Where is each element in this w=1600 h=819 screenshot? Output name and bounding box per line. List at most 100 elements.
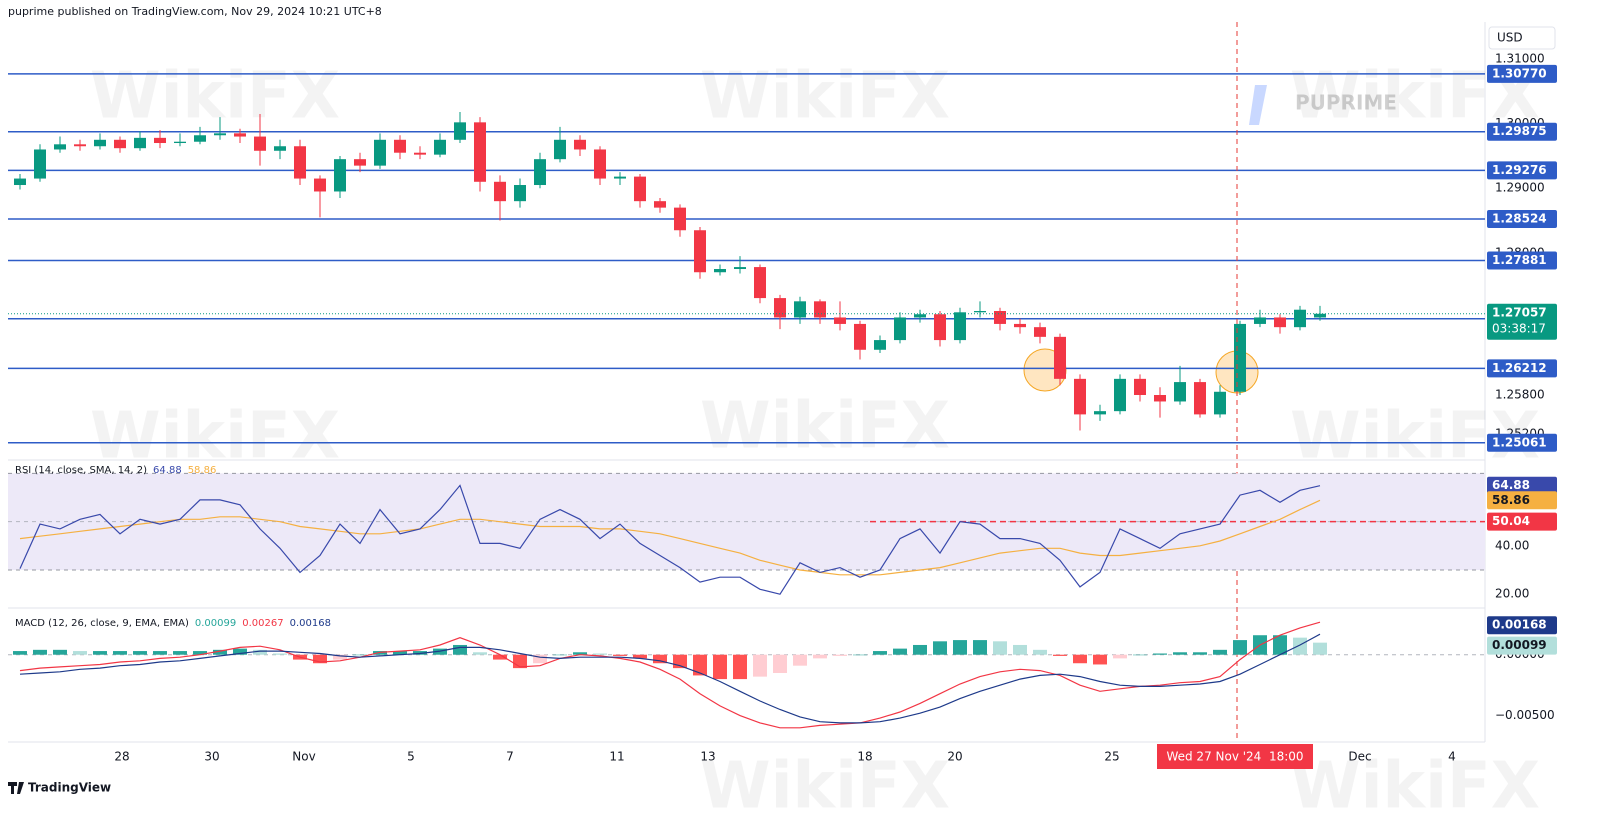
legend-value: 0.00168 <box>290 618 331 629</box>
candle-body <box>114 139 126 149</box>
histogram-bar <box>1313 642 1327 655</box>
x-tick-label: 20 <box>947 750 962 764</box>
watermark: WikiFX <box>700 750 950 819</box>
candle-body <box>74 144 86 147</box>
x-tick-label: 13 <box>700 750 715 764</box>
histogram-bar <box>853 654 867 656</box>
candle-body <box>834 317 846 324</box>
macd-line <box>19 621 1321 729</box>
candle-body <box>354 159 366 166</box>
histogram-bar <box>533 654 547 664</box>
histogram-bar <box>1013 644 1027 655</box>
histogram-bar <box>153 651 167 655</box>
histogram-bar <box>1073 654 1087 664</box>
rsi-line <box>19 499 1321 576</box>
candle-body <box>54 144 66 150</box>
candle-body <box>934 314 946 341</box>
candle-body <box>1014 323 1026 328</box>
histogram-bar <box>793 654 807 666</box>
candle-body <box>954 312 966 341</box>
histogram-bar <box>593 653 607 655</box>
level-label: 1.29875 <box>1492 124 1547 138</box>
currency-box[interactable] <box>1488 26 1556 50</box>
level-label: 1.26212 <box>1492 361 1547 375</box>
rsi-line <box>19 484 1321 595</box>
histogram-label: 0.00099 <box>1492 638 1547 652</box>
level-label: 1.28524 <box>1492 212 1547 226</box>
candle-body <box>34 149 46 179</box>
candle-body <box>154 137 166 144</box>
candle-body <box>554 139 566 160</box>
watermarks: WikiFX WikiFX WikiFX WikiFX WikiFX WikiF… <box>90 60 1540 819</box>
candle-body <box>374 139 386 166</box>
candle-body <box>1074 378 1086 415</box>
level-label-box <box>1487 122 1557 141</box>
histogram-bar <box>613 654 627 656</box>
histogram-bar <box>313 654 327 664</box>
x-tick-label: 4 <box>1448 750 1456 764</box>
crosshair-label: Wed 27 Nov '24 18:00 <box>1166 750 1303 764</box>
candle-body <box>274 146 286 151</box>
x-tick-label: 5 <box>407 750 415 764</box>
candle-body <box>14 178 26 186</box>
histogram-bar <box>353 654 367 656</box>
candle-body <box>894 317 906 341</box>
candle-body <box>634 176 646 202</box>
histogram-bar <box>13 651 27 655</box>
histogram-bar <box>1233 640 1247 655</box>
candle-body <box>1294 309 1306 328</box>
rsi-value-label-box <box>1487 491 1557 510</box>
candle-body <box>674 207 686 231</box>
histogram-bar <box>953 640 967 655</box>
histogram-label-box <box>1487 636 1557 655</box>
histogram-bar <box>33 649 47 655</box>
legend-value: 0.00099 <box>195 618 236 629</box>
histogram-bar <box>333 654 347 660</box>
histogram-bar <box>1053 654 1067 656</box>
signal-label-box <box>1487 616 1557 635</box>
candle-body <box>494 181 506 202</box>
candle-body <box>814 301 826 318</box>
histogram-bar <box>1213 649 1227 655</box>
candle-body <box>714 269 726 273</box>
tv-logo <box>8 782 24 794</box>
histogram-bar <box>1173 652 1187 655</box>
candle-body <box>694 230 706 273</box>
histogram-bar <box>173 651 187 655</box>
candle-body <box>514 185 526 202</box>
histogram-bar <box>773 654 787 673</box>
candle-body <box>194 135 206 142</box>
candle-body <box>754 267 766 299</box>
legend-value: 58.86 <box>188 465 217 476</box>
level-label: 1.25061 <box>1492 435 1547 449</box>
candle-body <box>454 122 466 140</box>
level-label: 1.30770 <box>1492 66 1547 80</box>
legend-value: 0.00267 <box>242 618 283 629</box>
x-tick-label: 11 <box>609 750 624 764</box>
x-tick-label: 28 <box>114 750 129 764</box>
histogram-bar <box>1093 654 1107 665</box>
candle-body <box>394 139 406 153</box>
marker-label-box <box>1487 512 1557 531</box>
histogram-bar <box>1273 635 1287 655</box>
level-label-box <box>1487 64 1557 83</box>
x-tick-label: Nov <box>292 750 315 764</box>
histogram-bar <box>193 651 207 655</box>
candle-body <box>174 141 186 144</box>
candle-body <box>1314 313 1326 318</box>
candle-body <box>1154 395 1166 402</box>
histogram-bar <box>273 653 287 655</box>
countdown: 03:38:17 <box>1492 321 1546 335</box>
histogram-bar <box>133 651 147 655</box>
histogram-bar <box>1033 649 1047 655</box>
histogram-bar <box>873 651 887 655</box>
crosshair-label-box <box>1157 744 1313 769</box>
histogram-bar <box>813 654 827 659</box>
candle-body <box>474 122 486 182</box>
footer: TradingView <box>28 781 111 795</box>
y-tick-label: 1.29000 <box>1495 181 1545 195</box>
candle-body <box>94 139 106 147</box>
candle-body <box>534 159 546 186</box>
histogram-bar <box>933 641 947 655</box>
